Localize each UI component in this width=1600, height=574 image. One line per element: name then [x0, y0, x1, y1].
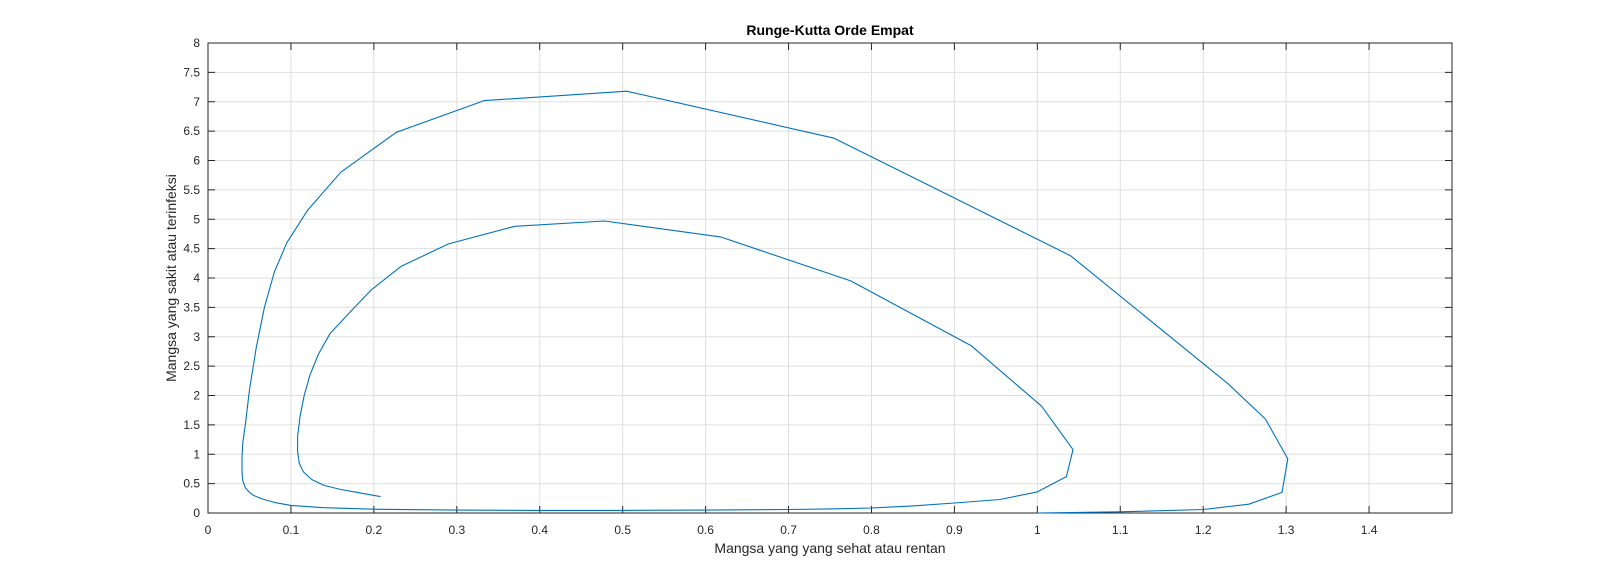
y-tick-label: 2: [193, 389, 200, 403]
grid: [208, 43, 1452, 513]
x-tick-label: 1.2: [1195, 523, 1212, 537]
y-tick-label: 3.5: [183, 300, 200, 314]
y-tick-label: 1: [193, 447, 200, 461]
y-tick-label: 7: [193, 95, 200, 109]
x-tick-label: 0.8: [863, 523, 880, 537]
series-line: [241, 90, 1289, 514]
y-tick-label: 2.5: [183, 359, 200, 373]
y-axis-label: Mangsa yang sakit atau terinfeksi: [163, 174, 179, 382]
y-tick-label: 5: [193, 212, 200, 226]
series-layer: [241, 90, 1289, 514]
y-tick-label: 1.5: [183, 418, 200, 432]
y-tick-label: 4.5: [183, 242, 200, 256]
x-tick-label: 0: [205, 523, 212, 537]
y-tick-label: 4: [193, 271, 200, 285]
y-tick-label: 7.5: [183, 65, 200, 79]
y-tick-label: 8: [193, 36, 200, 50]
y-tick-label: 3: [193, 330, 200, 344]
y-tick-label: 5.5: [183, 183, 200, 197]
x-tick-label: 0.1: [283, 523, 300, 537]
x-axis-label: Mangsa yang yang sehat atau rentan: [714, 540, 945, 556]
axis-ticks: 0 0.1 0.2 0.3 0.4 0.5 0.6 0.7 0.8 0.9 1 1.1 1.2 1.3 1.…: [183, 36, 1452, 537]
x-tick-label: 1: [1034, 523, 1041, 537]
x-tick-label: 0.5: [614, 523, 631, 537]
y-tick-label: 6: [193, 154, 200, 168]
x-tick-label: 1.3: [1278, 523, 1295, 537]
x-tick-label: 1.4: [1361, 523, 1378, 537]
x-tick-label: 0.9: [946, 523, 963, 537]
y-tick-label: 6.5: [183, 124, 200, 138]
y-tick-label: 0: [193, 506, 200, 520]
x-tick-label: 0.3: [448, 523, 465, 537]
x-tick-label: 0.7: [780, 523, 797, 537]
x-tick-label: 0.2: [366, 523, 383, 537]
x-tick-label: 0.4: [531, 523, 548, 537]
x-tick-label: 0.6: [697, 523, 714, 537]
x-tick-label: 1.1: [1112, 523, 1129, 537]
chart-title: Runge-Kutta Orde Empat: [746, 22, 914, 38]
y-tick-label: 0.5: [183, 477, 200, 491]
